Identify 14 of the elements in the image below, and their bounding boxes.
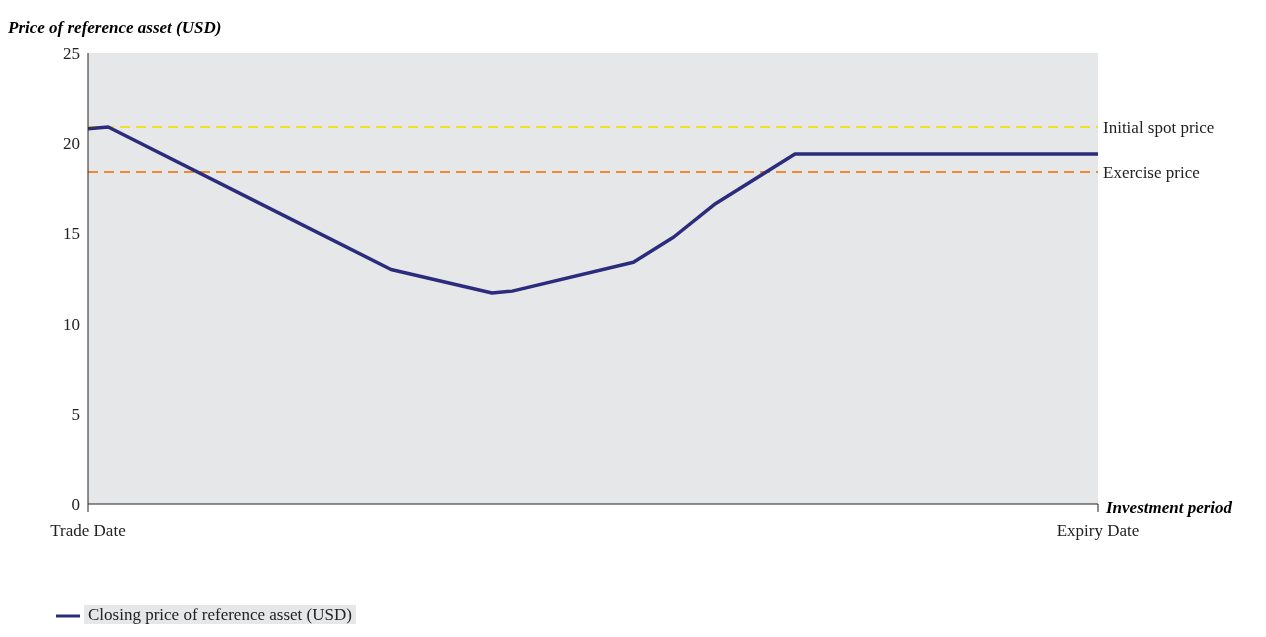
ref-line-label: Initial spot price: [1103, 118, 1215, 137]
y-tick-label: 10: [63, 314, 80, 334]
ref-line-label: Exercise price: [1103, 163, 1200, 183]
line-series: [88, 125, 1098, 295]
y-tick-label: 15: [63, 224, 80, 244]
y-tick-label: 0: [71, 495, 80, 515]
legend-label: Closing price of reference asset (USD): [84, 604, 356, 624]
x-axis-title: Investment period: [1106, 498, 1233, 518]
y-tick-label: 5: [71, 404, 80, 424]
y-axis-title: Price of reference asset (USD): [8, 18, 222, 38]
x-tick-label: Expiry Date: [1056, 521, 1140, 541]
x-tick-label: Trade Date: [50, 521, 126, 541]
y-tick-label: 20: [63, 134, 80, 154]
y-tick-label: 25: [63, 44, 80, 64]
